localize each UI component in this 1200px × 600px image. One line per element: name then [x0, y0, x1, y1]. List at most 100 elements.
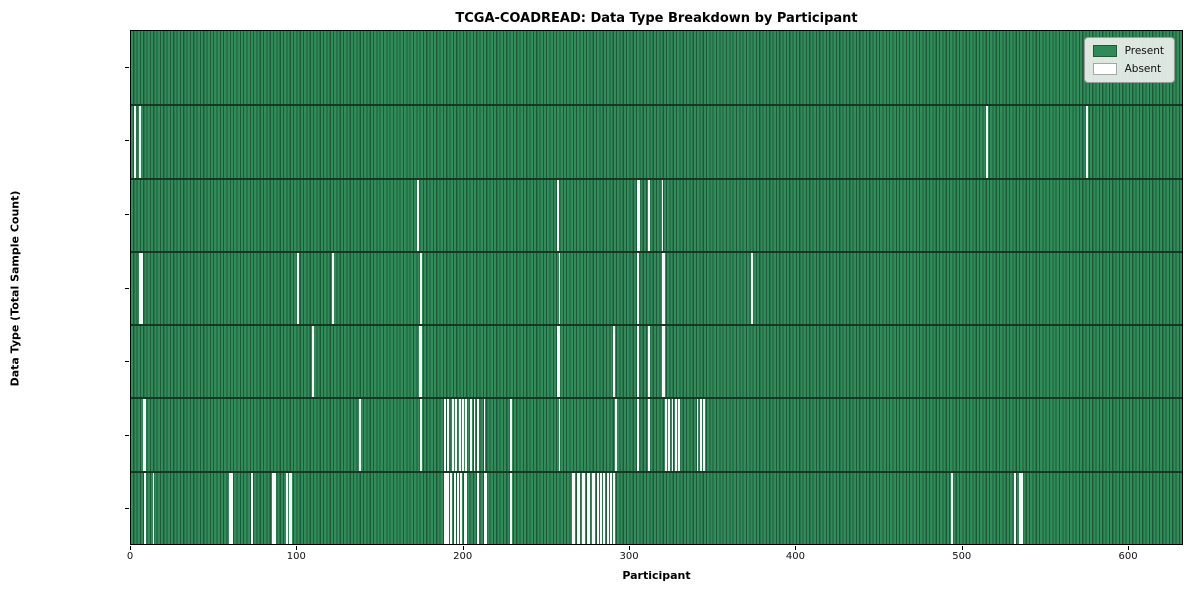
absent-stripe [610, 472, 612, 544]
absent-stripe [144, 472, 147, 544]
heatmap-row-methylation [131, 324, 1182, 398]
absent-stripe [1014, 472, 1017, 544]
x-tick-mark [795, 546, 797, 550]
absent-stripe [678, 399, 681, 471]
absent-stripe [144, 399, 147, 471]
y-axis-label: Data Type (Total Sample Count) [8, 190, 22, 387]
absent-stripe [578, 472, 581, 544]
absent-stripe [462, 399, 464, 471]
absent-stripe [638, 179, 641, 251]
y-tick-mark [125, 66, 129, 68]
absent-stripe [470, 399, 473, 471]
absent-stripe [613, 326, 616, 398]
absent-stripe [581, 472, 584, 544]
absent-stripe [603, 472, 606, 544]
y-tick-mark [125, 361, 129, 363]
absent-stripe [663, 252, 666, 325]
absent-stripe [417, 179, 419, 251]
absent-stripe [443, 472, 446, 544]
absent-stripe [1085, 106, 1088, 178]
heatmap-row-mrna [131, 250, 1182, 325]
absent-stripe [483, 472, 486, 544]
absent-stripe [250, 472, 253, 544]
absent-stripe [588, 472, 591, 544]
absent-stripe [583, 472, 586, 544]
absent-stripe [674, 399, 677, 471]
absent-stripe [230, 472, 233, 544]
absent-stripe [571, 472, 574, 544]
absent-stripe [596, 472, 599, 544]
absent-stripe [312, 326, 315, 398]
x-tick-label-300: 300 [619, 551, 639, 562]
absent-stripe [636, 252, 639, 325]
absent-stripe [134, 106, 137, 178]
absent-stripe [477, 472, 479, 544]
absent-stripe [648, 326, 651, 398]
absent-stripe [457, 472, 459, 544]
absent-stripe [510, 472, 513, 544]
absent-stripe [663, 326, 666, 398]
heatmap-rows [131, 31, 1182, 544]
absent-stripe [358, 399, 361, 471]
x-tick-mark [1128, 546, 1130, 550]
absent-stripe [703, 399, 706, 471]
absent-stripe [465, 472, 468, 544]
legend-label-present: Present [1124, 45, 1164, 57]
absent-stripe [452, 399, 454, 471]
absent-stripe [447, 399, 449, 471]
absent-stripe [485, 472, 488, 544]
absent-stripe [510, 399, 513, 471]
x-tick-label-100: 100 [286, 551, 306, 562]
absent-stripe [139, 252, 142, 325]
x-tick-label-400: 400 [785, 551, 805, 562]
x-tick-mark [462, 546, 464, 550]
legend: Present Absent [1083, 37, 1175, 83]
absent-stripe [671, 399, 674, 471]
absent-stripe [140, 252, 143, 325]
absent-stripe [556, 326, 559, 398]
absent-stripe [664, 399, 667, 471]
x-tick-mark [629, 546, 631, 550]
absent-stripe [420, 326, 423, 398]
y-tick-mark [125, 508, 129, 510]
absent-stripe [558, 326, 561, 398]
heatmap-row-cn [131, 177, 1182, 251]
x-tick-mark [130, 546, 131, 550]
absent-stripe [615, 399, 617, 471]
heatmap-row-maf [131, 470, 1182, 544]
absent-stripe [453, 472, 456, 544]
x-tick-mark [296, 546, 298, 550]
plot-area: Present Absent [130, 30, 1183, 545]
absent-stripe [297, 252, 300, 325]
absent-stripe [139, 106, 142, 178]
absent-stripe [661, 326, 664, 398]
absent-stripe [445, 472, 448, 544]
absent-stripe [558, 399, 561, 471]
absent-stripe [1019, 472, 1022, 544]
absent-stripe [556, 179, 559, 251]
absent-stripe [586, 472, 589, 544]
absent-stripe [573, 472, 576, 544]
absent-stripe [447, 472, 449, 544]
absent-stripe [465, 399, 468, 471]
absent-stripe [152, 472, 155, 544]
absent-stripe [636, 326, 639, 398]
absent-stripe [613, 472, 616, 544]
absent-stripe [636, 399, 639, 471]
absent-stripe [473, 399, 476, 471]
y-tick-mark [125, 140, 129, 142]
absent-stripe [951, 472, 953, 544]
absent-stripe [576, 472, 579, 544]
x-tick-mark [961, 546, 963, 550]
heatmap-row-clinical [131, 104, 1182, 178]
absent-stripe [986, 106, 988, 178]
x-tick-label-500: 500 [952, 551, 972, 562]
absent-stripe [606, 472, 609, 544]
legend-item-present: Present [1092, 45, 1164, 57]
absent-stripe [699, 399, 702, 471]
absent-stripe [751, 252, 754, 325]
absent-stripe [274, 472, 276, 544]
absent-stripe [458, 399, 461, 471]
absent-stripe [455, 399, 458, 471]
